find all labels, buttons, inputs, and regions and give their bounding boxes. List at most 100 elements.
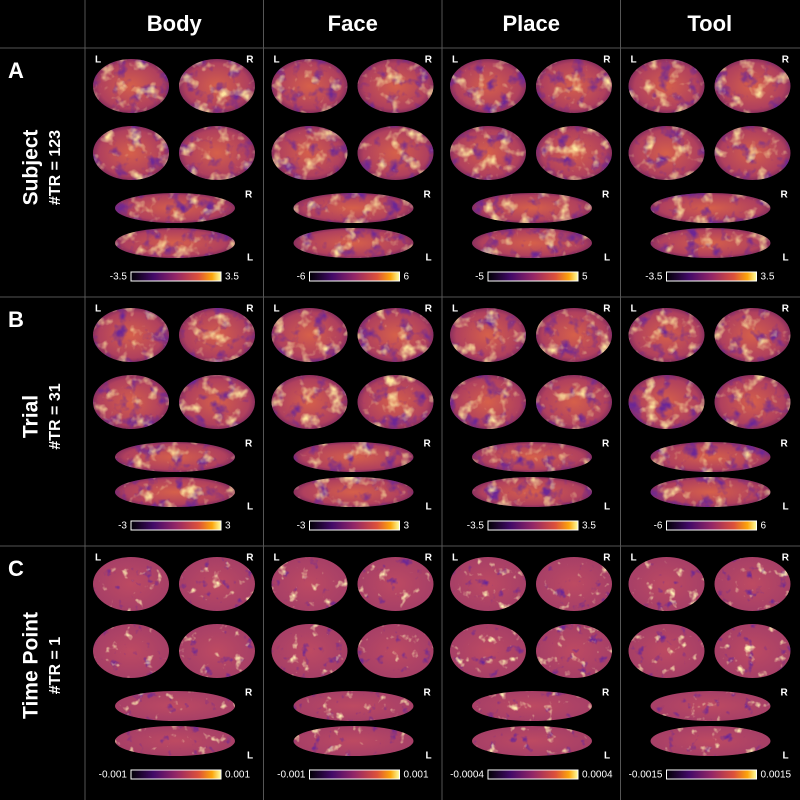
brain-lateral-right bbox=[536, 59, 612, 113]
column-header: Face bbox=[328, 11, 378, 36]
brain-dorsal bbox=[650, 442, 771, 472]
brain-lateral-left bbox=[271, 59, 348, 113]
brain-medial-right bbox=[714, 375, 791, 429]
brain-medial-left bbox=[271, 375, 348, 429]
brain-medial-left bbox=[93, 126, 169, 180]
brain-dorsal bbox=[293, 193, 414, 223]
hemisphere-label: L bbox=[604, 751, 610, 762]
panel-cell: L R R L -6 6 bbox=[628, 304, 791, 532]
hemisphere-label: L bbox=[247, 502, 253, 513]
colorbar-min: -6 bbox=[654, 521, 663, 532]
colorbar-max: 0.0015 bbox=[761, 770, 792, 781]
brain-medial-right bbox=[179, 375, 255, 429]
colorbar-max: 6 bbox=[404, 272, 410, 283]
brain-ventral bbox=[472, 726, 592, 756]
brain-lateral-right bbox=[357, 557, 434, 611]
brain-dorsal bbox=[115, 691, 235, 721]
panel-letter: A bbox=[8, 58, 24, 83]
brain-lateral-right bbox=[357, 308, 434, 362]
colorbar-min: -0.0004 bbox=[450, 770, 484, 781]
row-sublabel: #TR = 31 bbox=[47, 383, 64, 449]
row-label: Subject bbox=[20, 130, 43, 206]
colorbar bbox=[666, 271, 757, 282]
hemisphere-label: L bbox=[631, 304, 637, 315]
hemisphere-label: R bbox=[603, 55, 611, 66]
colorbar-max: 5 bbox=[582, 272, 588, 283]
hemisphere-label: R bbox=[245, 439, 253, 450]
hemisphere-label: L bbox=[95, 55, 101, 66]
column-header: Place bbox=[503, 11, 561, 36]
panel-cell: L R R L -0.001 0.001 bbox=[93, 553, 255, 781]
brain-medial-right bbox=[536, 624, 612, 678]
brain-lateral-right bbox=[536, 557, 612, 611]
column-header: Body bbox=[147, 11, 203, 36]
brain-medial-left bbox=[93, 624, 169, 678]
brain-medial-right bbox=[714, 624, 791, 678]
hemisphere-label: L bbox=[95, 304, 101, 315]
colorbar bbox=[487, 271, 579, 282]
panel-cell: L R R L -3.5 3.5 bbox=[93, 55, 255, 283]
colorbar-max: 3.5 bbox=[225, 272, 239, 283]
brain-ventral bbox=[293, 477, 414, 507]
brain-medial-left bbox=[450, 126, 526, 180]
brain-lateral-right bbox=[179, 308, 255, 362]
colorbar bbox=[666, 520, 757, 531]
brain-medial-right bbox=[714, 126, 791, 180]
brain-dorsal bbox=[472, 691, 592, 721]
brain-medial-right bbox=[536, 126, 612, 180]
brain-lateral-right bbox=[714, 308, 791, 362]
brain-dorsal bbox=[472, 193, 592, 223]
brain-ventral bbox=[650, 228, 771, 258]
hemisphere-label: L bbox=[604, 502, 610, 513]
hemisphere-label: R bbox=[424, 688, 432, 699]
brain-ventral bbox=[650, 726, 771, 756]
brain-dorsal bbox=[472, 442, 592, 472]
hemisphere-label: L bbox=[604, 253, 610, 264]
brain-ventral bbox=[293, 726, 414, 756]
hemisphere-label: R bbox=[603, 553, 611, 564]
brain-dorsal bbox=[293, 442, 414, 472]
colorbar bbox=[130, 271, 222, 282]
brain-lateral-left bbox=[628, 59, 705, 113]
colorbar-min: -0.001 bbox=[277, 770, 306, 781]
brain-medial-right bbox=[357, 375, 434, 429]
panel-cell: L R R L -0.0015 0.0015 bbox=[628, 553, 792, 781]
panel-cell: L R R L -6 6 bbox=[271, 55, 434, 283]
colorbar-max: 0.001 bbox=[225, 770, 250, 781]
hemisphere-label: R bbox=[781, 439, 789, 450]
hemisphere-label: R bbox=[603, 304, 611, 315]
hemisphere-label: L bbox=[452, 304, 458, 315]
brain-lateral-left bbox=[271, 308, 348, 362]
hemisphere-label: L bbox=[274, 55, 280, 66]
brain-medial-right bbox=[179, 624, 255, 678]
brain-medial-left bbox=[628, 375, 705, 429]
colorbar-min: -5 bbox=[475, 272, 484, 283]
colorbar-min: -3.5 bbox=[467, 521, 485, 532]
hemisphere-label: R bbox=[781, 190, 789, 201]
panel-cell: L R R L -0.0004 0.0004 bbox=[450, 553, 613, 781]
colorbar bbox=[130, 520, 222, 531]
brain-lateral-right bbox=[714, 557, 791, 611]
brain-medial-left bbox=[450, 375, 526, 429]
brain-lateral-left bbox=[93, 557, 169, 611]
hemisphere-label: R bbox=[602, 439, 610, 450]
hemisphere-label: R bbox=[245, 190, 253, 201]
brain-lateral-right bbox=[357, 59, 434, 113]
brain-lateral-left bbox=[450, 308, 526, 362]
hemisphere-label: R bbox=[602, 688, 610, 699]
colorbar bbox=[309, 769, 400, 780]
brain-dorsal bbox=[650, 193, 771, 223]
hemisphere-label: L bbox=[274, 553, 280, 564]
hemisphere-label: R bbox=[245, 688, 253, 699]
brain-dorsal bbox=[650, 691, 771, 721]
hemisphere-label: L bbox=[247, 253, 253, 264]
brain-lateral-left bbox=[450, 557, 526, 611]
panel-letter: C bbox=[8, 556, 24, 581]
brain-medial-right bbox=[357, 624, 434, 678]
colorbar-min: -0.001 bbox=[99, 770, 128, 781]
hemisphere-label: R bbox=[425, 304, 433, 315]
hemisphere-label: R bbox=[781, 688, 789, 699]
colorbar-max: 3 bbox=[404, 521, 410, 532]
hemisphere-label: L bbox=[426, 502, 432, 513]
